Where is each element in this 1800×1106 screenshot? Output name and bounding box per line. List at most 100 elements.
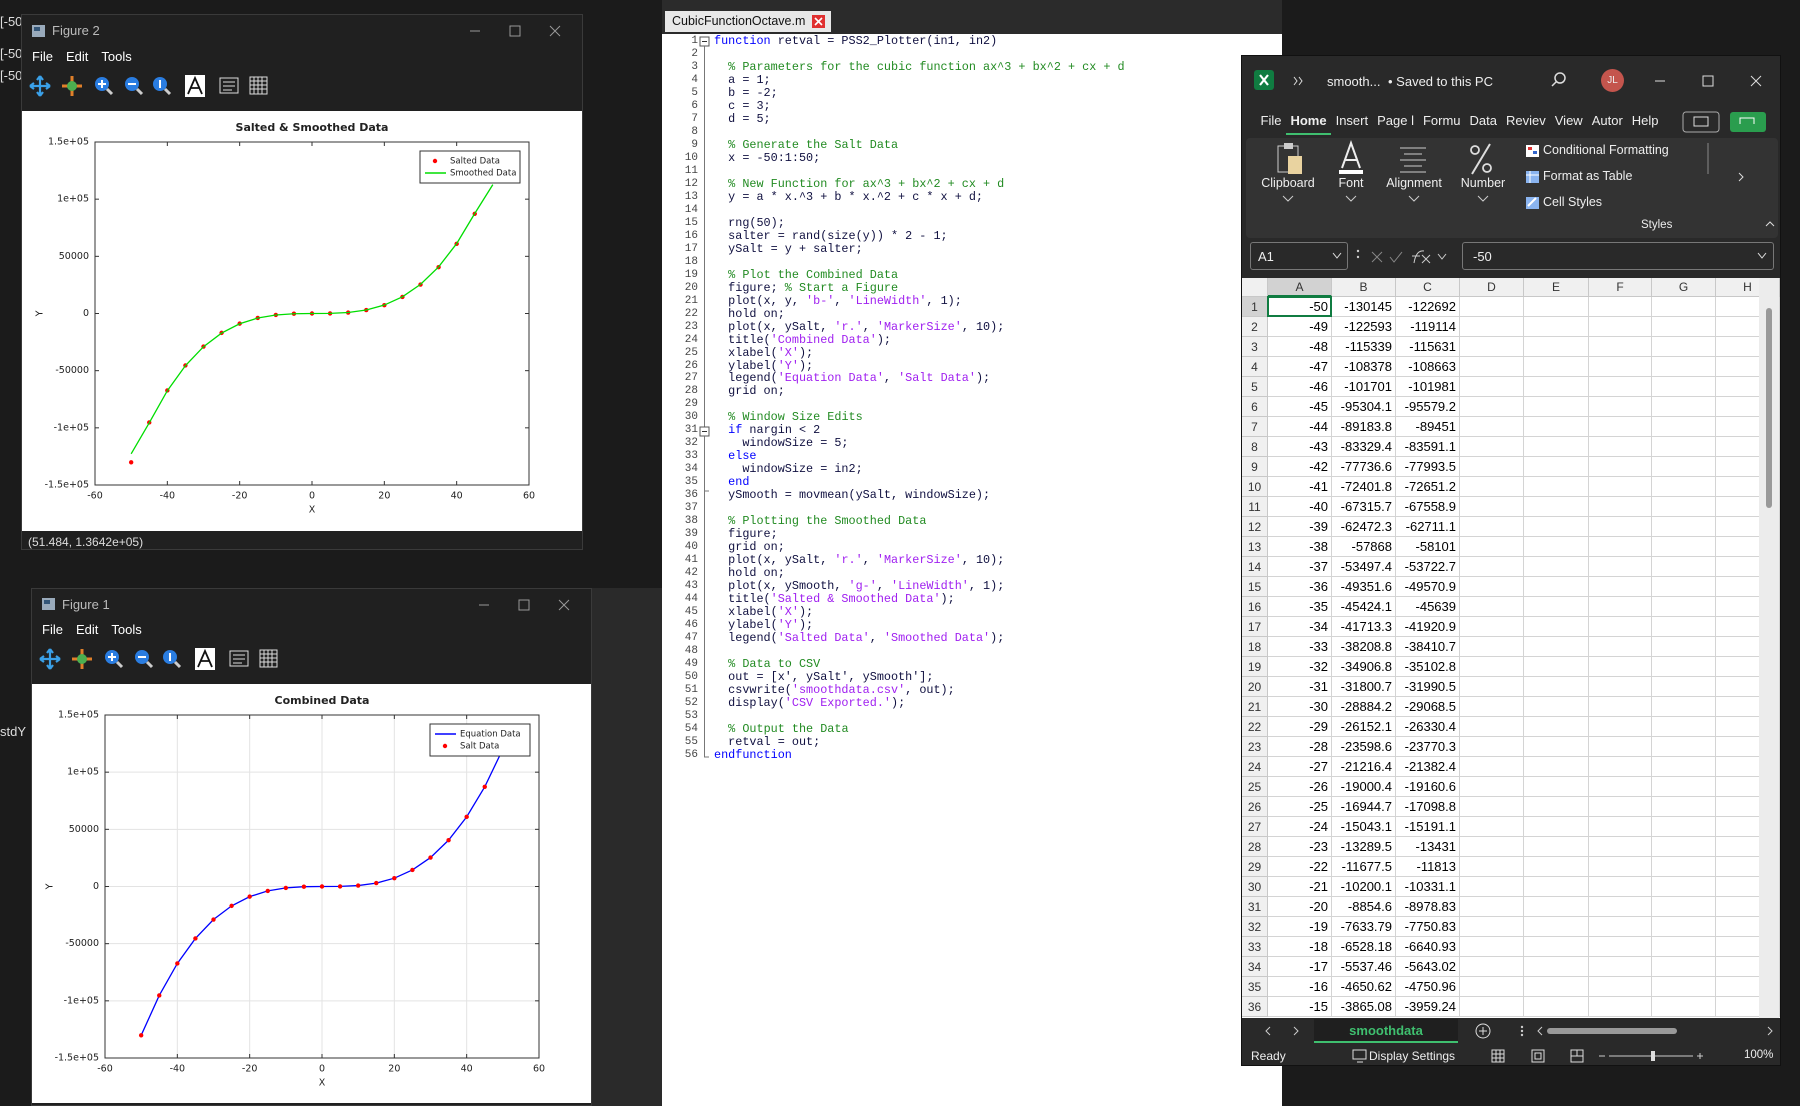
menu-item[interactable]: Edit xyxy=(75,621,99,637)
row-header[interactable]: 5 xyxy=(1242,377,1268,397)
row-header[interactable]: 20 xyxy=(1242,677,1268,697)
row-header[interactable]: 9 xyxy=(1242,457,1268,477)
ribbon-actions[interactable] xyxy=(1682,111,1776,133)
x-axis-label: X xyxy=(309,505,316,516)
scroll-thumb[interactable] xyxy=(1766,308,1772,508)
row-header[interactable]: 18 xyxy=(1242,637,1268,657)
row-header[interactable]: 23 xyxy=(1242,737,1268,757)
editor-tab[interactable]: CubicFunctionOctave.m xyxy=(665,11,832,32)
menu-item[interactable]: File xyxy=(32,48,53,64)
user-avatar[interactable]: JL xyxy=(1601,69,1624,92)
view-controls[interactable] xyxy=(1487,1046,1742,1066)
styles-item[interactable]: Conditional Formatting xyxy=(1543,143,1669,157)
column-header[interactable]: A xyxy=(1268,278,1332,297)
menu-item[interactable]: Tools xyxy=(111,621,142,637)
toolbar[interactable] xyxy=(32,639,592,679)
formula-bar[interactable]: -50 xyxy=(1462,242,1774,270)
dropdown[interactable] xyxy=(1332,252,1342,260)
row-header[interactable]: 2 xyxy=(1242,317,1268,337)
window-controls[interactable] xyxy=(462,15,582,46)
name-box[interactable]: A1 xyxy=(1250,242,1348,270)
row-header[interactable]: 14 xyxy=(1242,557,1268,577)
ribbon-group[interactable]: Clipboard xyxy=(1261,176,1315,190)
cell: -31800.7 xyxy=(1332,677,1396,697)
ribbon-tab[interactable]: Help xyxy=(1631,113,1659,128)
row-header[interactable]: 35 xyxy=(1242,977,1268,997)
ribbon-tab[interactable]: Formu xyxy=(1422,113,1461,128)
styles-item[interactable]: Format as Table xyxy=(1543,169,1633,183)
menu-item[interactable]: File xyxy=(42,621,63,637)
styles-item[interactable]: Cell Styles xyxy=(1543,195,1603,209)
row-header[interactable]: 30 xyxy=(1242,877,1268,897)
menu-item[interactable]: Edit xyxy=(65,48,89,64)
row-header[interactable]: 15 xyxy=(1242,577,1268,597)
row-header[interactable]: 16 xyxy=(1242,597,1268,617)
ribbon-tab[interactable]: Page l xyxy=(1377,113,1414,128)
row-header[interactable]: 34 xyxy=(1242,957,1268,977)
row-header[interactable]: 36 xyxy=(1242,997,1268,1017)
cell xyxy=(1589,697,1652,717)
row-header[interactable]: 7 xyxy=(1242,417,1268,437)
row-header[interactable]: 4 xyxy=(1242,357,1268,377)
scrollbar[interactable] xyxy=(1759,278,1779,1018)
row-header[interactable]: 19 xyxy=(1242,657,1268,677)
row-header[interactable]: 29 xyxy=(1242,857,1268,877)
ribbon-tab[interactable]: Data xyxy=(1469,113,1497,128)
window-controls[interactable] xyxy=(1647,68,1777,94)
window-controls[interactable] xyxy=(471,589,591,620)
column-header[interactable]: G xyxy=(1652,278,1716,297)
cell xyxy=(1716,577,1780,597)
cell xyxy=(1716,717,1780,737)
menu-bar: File Edit Tools xyxy=(22,46,582,66)
row-header[interactable]: 1 xyxy=(1242,297,1268,317)
cell xyxy=(1589,877,1652,897)
row-header[interactable]: 27 xyxy=(1242,817,1268,837)
ribbon-tab[interactable]: File xyxy=(1260,113,1282,128)
formula-controls[interactable] xyxy=(1352,244,1460,270)
cell xyxy=(1524,697,1589,717)
column-header[interactable]: D xyxy=(1460,278,1524,297)
toolbar[interactable] xyxy=(22,66,583,106)
row-header[interactable]: 3 xyxy=(1242,337,1268,357)
close-tab[interactable] xyxy=(812,15,826,28)
row-header[interactable]: 11 xyxy=(1242,497,1268,517)
display-settings[interactable]: Display Settings xyxy=(1369,1049,1456,1063)
ribbon-tab[interactable]: View xyxy=(1554,113,1583,128)
row-header[interactable]: 31 xyxy=(1242,897,1268,917)
column-header[interactable]: B xyxy=(1332,278,1396,297)
row-header[interactable]: 17 xyxy=(1242,617,1268,637)
ribbon-group[interactable]: Font xyxy=(1338,176,1364,190)
row-header[interactable]: 28 xyxy=(1242,837,1268,857)
column-header[interactable]: C xyxy=(1396,278,1460,297)
row-header[interactable]: 24 xyxy=(1242,757,1268,777)
cell xyxy=(1716,637,1780,657)
row-header[interactable]: 32 xyxy=(1242,917,1268,937)
ribbon-group[interactable]: Number xyxy=(1460,176,1506,190)
cell xyxy=(1524,417,1589,437)
row-header[interactable]: 10 xyxy=(1242,477,1268,497)
ribbon-group[interactable]: Alignment xyxy=(1386,176,1442,190)
menu-item[interactable]: Tools xyxy=(101,48,132,64)
save-status[interactable]: • Saved to this PC xyxy=(1388,74,1493,89)
zoom-level[interactable]: 100% xyxy=(1744,1049,1774,1061)
column-header[interactable]: F xyxy=(1589,278,1652,297)
sheet-tab[interactable]: smoothdata xyxy=(1314,1019,1458,1043)
row-header[interactable]: 22 xyxy=(1242,717,1268,737)
ribbon-tab[interactable]: Reviev xyxy=(1506,113,1546,128)
column-header[interactable]: E xyxy=(1524,278,1589,297)
row-header[interactable]: 25 xyxy=(1242,777,1268,797)
row-header[interactable]: 26 xyxy=(1242,797,1268,817)
row-header[interactable]: 33 xyxy=(1242,937,1268,957)
row-header[interactable]: 12 xyxy=(1242,517,1268,537)
ribbon-tab[interactable]: Insert xyxy=(1335,113,1369,128)
row-header[interactable]: 6 xyxy=(1242,397,1268,417)
ribbon-tab[interactable]: Autor xyxy=(1591,113,1623,128)
ribbon-tab[interactable]: Home xyxy=(1285,107,1332,135)
row-header[interactable]: 21 xyxy=(1242,697,1268,717)
row-header[interactable]: 13 xyxy=(1242,537,1268,557)
row-header[interactable]: 8 xyxy=(1242,437,1268,457)
search[interactable] xyxy=(1550,71,1568,89)
sheet-grid[interactable]: A B C D E F G H 1 -50 -130145 -122692 2 -49 -122593 -11… xyxy=(1242,278,1780,1018)
more[interactable] xyxy=(1292,75,1304,87)
expand[interactable] xyxy=(1757,252,1767,260)
